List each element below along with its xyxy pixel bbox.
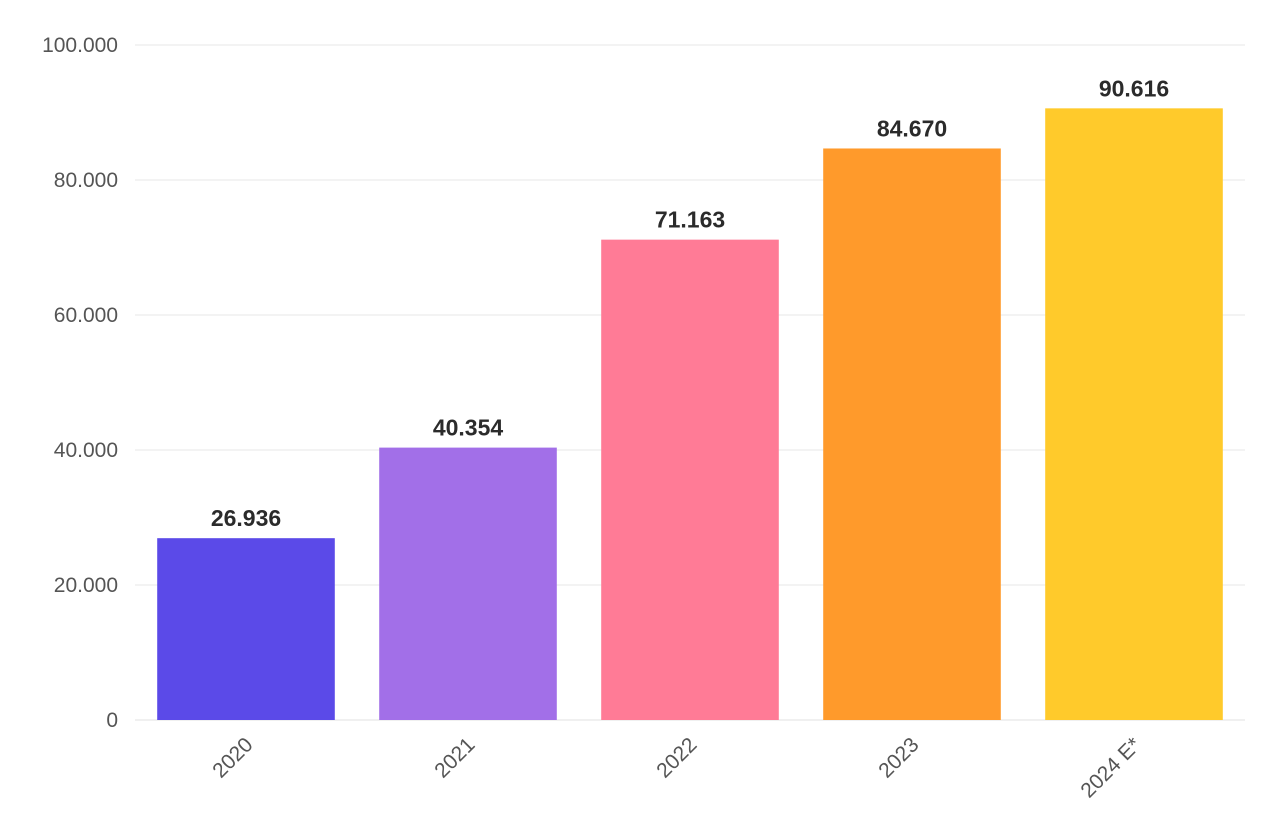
bar-2022	[601, 239, 779, 720]
data-label: 40.354	[433, 415, 504, 441]
y-tick-label: 60.000	[54, 304, 118, 327]
bars	[157, 108, 1223, 721]
data-label: 26.936	[211, 505, 281, 531]
y-tick-label: 80.000	[54, 169, 118, 192]
x-tick-label: 2020	[208, 733, 257, 782]
y-tick-label: 40.000	[54, 439, 118, 462]
y-tick-label: 0	[106, 709, 118, 732]
data-label: 71.163	[655, 207, 725, 233]
data-labels: 26.936 40.354 71.163 84.670 90.616	[211, 75, 1169, 531]
x-tick-label: 2022	[652, 733, 701, 782]
data-label: 90.616	[1099, 75, 1169, 101]
x-tick-label: 2023	[874, 733, 923, 782]
bar-2023	[823, 148, 1001, 721]
x-tick-label: 2024 E*	[1076, 733, 1145, 802]
bar-2024-E	[1045, 108, 1223, 721]
y-tick-label: 100.000	[42, 34, 118, 57]
x-tick-label: 2021	[430, 733, 479, 782]
bar-2021	[379, 447, 557, 720]
data-label: 84.670	[877, 115, 947, 141]
y-axis: 0 20.000 40.000 60.000 80.000 100.000	[42, 34, 118, 732]
y-tick-label: 20.000	[54, 574, 118, 597]
x-axis: 2020 2021 2022 2023 2024 E*	[208, 733, 1145, 802]
bar-2020	[157, 538, 335, 720]
